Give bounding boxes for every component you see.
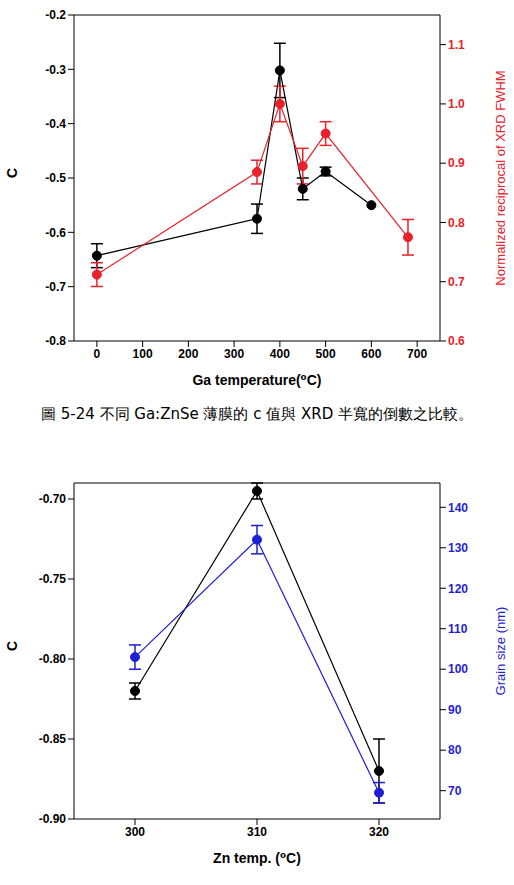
svg-text:-0.85: -0.85 xyxy=(39,732,67,746)
svg-text:-0.7: -0.7 xyxy=(45,280,66,294)
svg-text:-0.3: -0.3 xyxy=(45,63,66,77)
svg-text:C: C xyxy=(4,641,20,651)
svg-text:Zn temp. (⁰C): Zn temp. (⁰C) xyxy=(213,850,301,866)
svg-text:-0.5: -0.5 xyxy=(45,171,66,185)
svg-text:Ga temperature(⁰C): Ga temperature(⁰C) xyxy=(192,372,321,388)
svg-text:80: 80 xyxy=(448,743,462,757)
svg-text:0.8: 0.8 xyxy=(448,216,465,230)
svg-text:0: 0 xyxy=(94,347,101,361)
svg-text:100: 100 xyxy=(448,662,468,676)
svg-text:-0.80: -0.80 xyxy=(39,652,67,666)
svg-text:-0.4: -0.4 xyxy=(45,117,66,131)
svg-text:140: 140 xyxy=(448,501,468,515)
svg-text:200: 200 xyxy=(178,347,198,361)
svg-text:100: 100 xyxy=(133,347,153,361)
svg-text:-0.2: -0.2 xyxy=(45,8,66,22)
svg-text:110: 110 xyxy=(448,622,468,636)
svg-text:300: 300 xyxy=(224,347,244,361)
svg-text:0.7: 0.7 xyxy=(448,275,465,289)
svg-text:-0.8: -0.8 xyxy=(45,334,66,348)
svg-text:300: 300 xyxy=(125,825,145,839)
svg-text:C: C xyxy=(4,168,20,178)
svg-text:400: 400 xyxy=(270,347,290,361)
svg-text:1.1: 1.1 xyxy=(448,38,465,52)
svg-text:-0.75: -0.75 xyxy=(39,572,67,586)
svg-text:320: 320 xyxy=(369,825,389,839)
svg-text:70: 70 xyxy=(448,784,462,798)
svg-text:-0.90: -0.90 xyxy=(39,812,67,826)
svg-text:120: 120 xyxy=(448,582,468,596)
svg-text:-0.70: -0.70 xyxy=(39,492,67,506)
svg-text:700: 700 xyxy=(407,347,427,361)
html-text:圖 5-24 不同 Ga:ZnSe 薄膜的 c 值與 XRD: 圖 5-24 不同 Ga:ZnSe 薄膜的 c 值與 XRD 半寬的倒數之比較。 xyxy=(41,405,473,423)
svg-text:1.0: 1.0 xyxy=(448,97,465,111)
svg-text:0.6: 0.6 xyxy=(448,334,465,348)
svg-text:310: 310 xyxy=(247,825,267,839)
svg-text:Normalized reciprocal of XRD F: Normalized reciprocal of XRD FWHM xyxy=(493,70,508,285)
svg-text:Grain size (nm): Grain size (nm) xyxy=(493,607,508,696)
svg-text:0.9: 0.9 xyxy=(448,156,465,170)
svg-text:130: 130 xyxy=(448,541,468,555)
svg-text:-0.6: -0.6 xyxy=(45,226,66,240)
svg-text:500: 500 xyxy=(316,347,336,361)
svg-text:90: 90 xyxy=(448,703,462,717)
svg-text:600: 600 xyxy=(361,347,381,361)
